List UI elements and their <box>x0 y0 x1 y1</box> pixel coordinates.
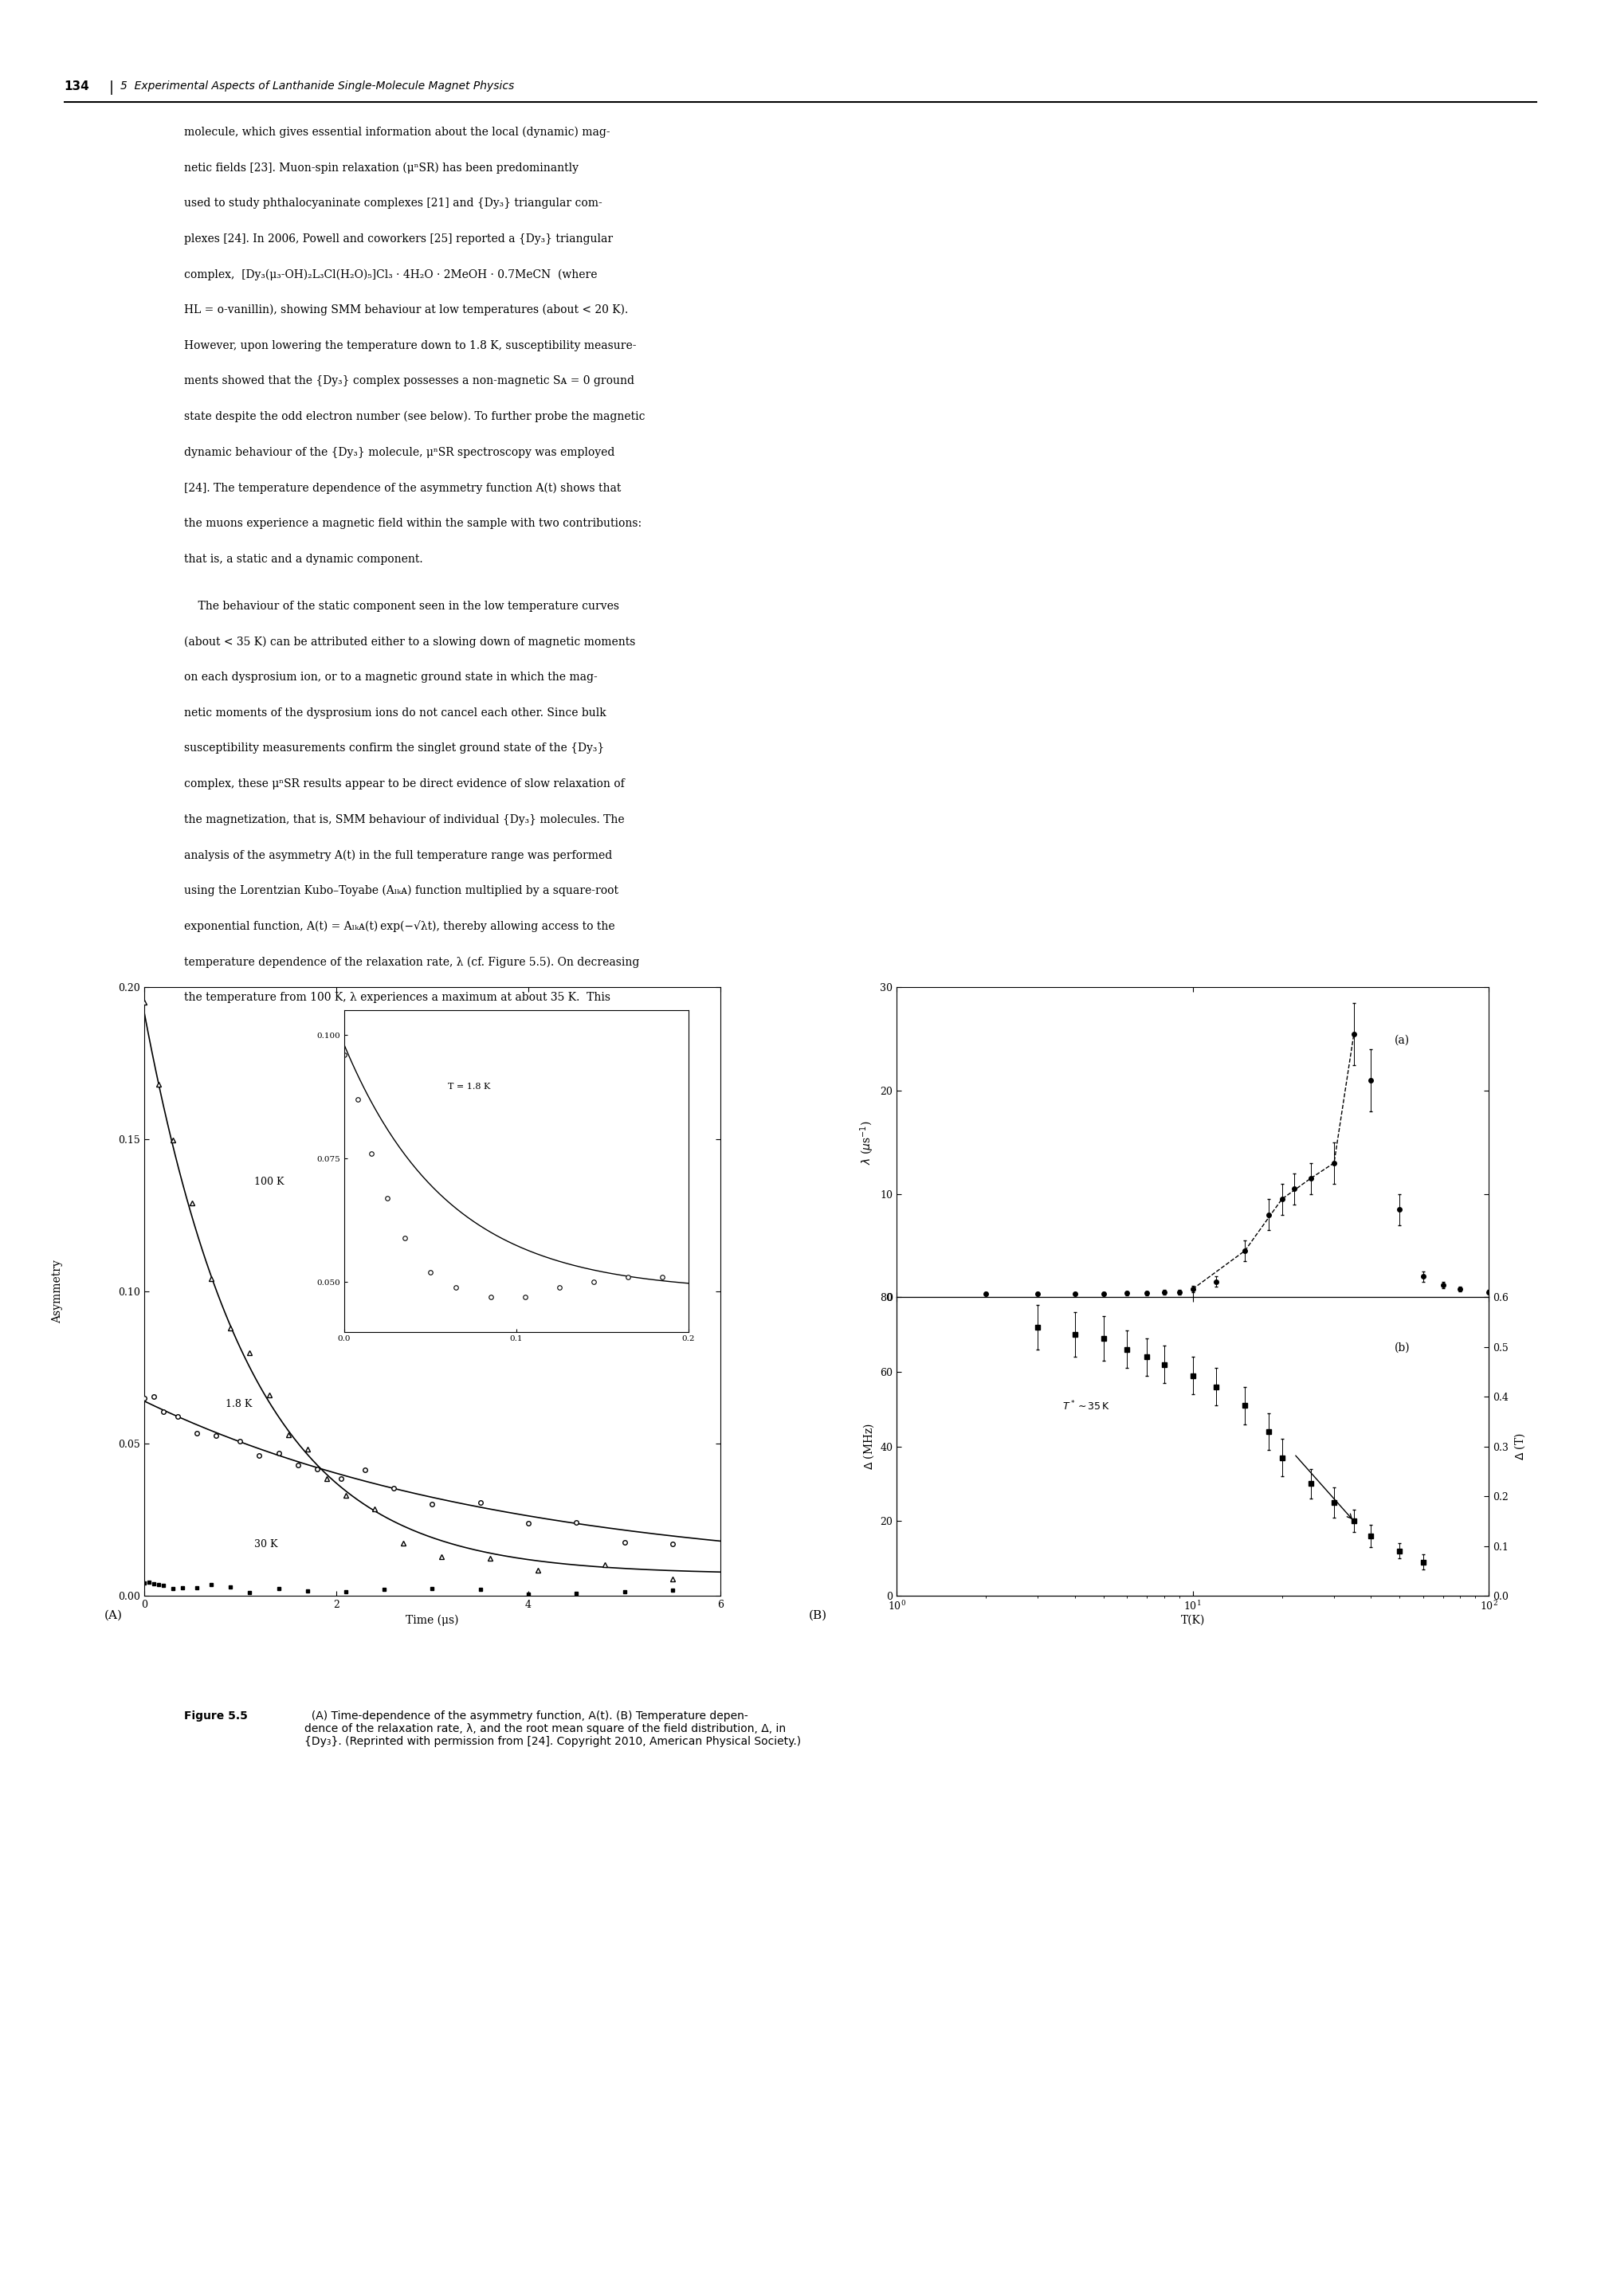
Text: netic fields [23]. Muon-spin relaxation (μⁿSR) has been predominantly: netic fields [23]. Muon-spin relaxation … <box>184 161 578 172</box>
Text: dynamic behaviour of the {Dy₃} molecule, μⁿSR spectroscopy was employed: dynamic behaviour of the {Dy₃} molecule,… <box>184 448 615 457</box>
Text: (B): (B) <box>809 1609 828 1621</box>
Text: the magnetization, that is, SMM behaviour of individual {Dy₃} molecules. The: the magnetization, that is, SMM behaviou… <box>184 815 624 824</box>
Text: (A) Time-dependence of the asymmetry function, A(t). (B) Temperature depen-
denc: (A) Time-dependence of the asymmetry fun… <box>304 1711 800 1747</box>
Text: plexes [24]. In 2006, Powell and coworkers [25] reported a {Dy₃} triangular: plexes [24]. In 2006, Powell and coworke… <box>184 234 613 243</box>
Text: [24]. The temperature dependence of the asymmetry function A(t) shows that: [24]. The temperature dependence of the … <box>184 482 621 494</box>
X-axis label: Time (μs): Time (μs) <box>405 1614 459 1626</box>
Text: complex, these μⁿSR results appear to be direct evidence of slow relaxation of: complex, these μⁿSR results appear to be… <box>184 778 624 790</box>
Text: exponential function, A(t) = Aₗₖᴀ(t) exp(−√λt), thereby allowing access to the: exponential function, A(t) = Aₗₖᴀ(t) exp… <box>184 921 615 932</box>
Y-axis label: $\Delta$ (T): $\Delta$ (T) <box>1513 1433 1527 1460</box>
Text: complex,  [Dy₃(μ₃-OH)₂L₃Cl(H₂O)₅]Cl₃ · 4H₂O · 2MeOH · 0.7MeCN  (where: complex, [Dy₃(μ₃-OH)₂L₃Cl(H₂O)₅]Cl₃ · 4H… <box>184 269 597 280</box>
Text: susceptibility measurements confirm the singlet ground state of the {Dy₃}: susceptibility measurements confirm the … <box>184 744 604 753</box>
Text: that is, a static and a dynamic component.: that is, a static and a dynamic componen… <box>184 553 423 565</box>
Text: 100 K: 100 K <box>255 1178 285 1187</box>
Text: temperature dependence of the relaxation rate, λ (cf. Figure 5.5). On decreasing: temperature dependence of the relaxation… <box>184 957 639 967</box>
Text: the muons experience a magnetic field within the sample with two contributions:: the muons experience a magnetic field wi… <box>184 519 642 528</box>
Text: using the Lorentzian Kubo–Toyabe (Aₗₖᴀ) function multiplied by a square-root: using the Lorentzian Kubo–Toyabe (Aₗₖᴀ) … <box>184 886 618 895</box>
Text: 30 K: 30 K <box>255 1538 279 1550</box>
Y-axis label: $\lambda$ ($\mu$s$^{-1}$): $\lambda$ ($\mu$s$^{-1}$) <box>858 1120 876 1164</box>
Text: $T^*\sim 35\,\mathrm{K}$: $T^*\sim 35\,\mathrm{K}$ <box>1063 1401 1111 1412</box>
Text: However, upon lowering the temperature down to 1.8 K, susceptibility measure-: However, upon lowering the temperature d… <box>184 340 636 351</box>
Text: (a): (a) <box>1394 1033 1409 1045</box>
Y-axis label: $\Delta$ (MHz): $\Delta$ (MHz) <box>861 1424 876 1469</box>
Text: 1.8 K: 1.8 K <box>226 1398 253 1410</box>
Text: analysis of the asymmetry A(t) in the full temperature range was performed: analysis of the asymmetry A(t) in the fu… <box>184 850 612 861</box>
Text: (about < 35 K) can be attributed either to a slowing down of magnetic moments: (about < 35 K) can be attributed either … <box>184 636 636 647</box>
Text: T = 1.8 K: T = 1.8 K <box>447 1084 490 1091</box>
Text: ments showed that the {Dy₃} complex possesses a non-magnetic Sᴀ = 0 ground: ments showed that the {Dy₃} complex poss… <box>184 377 634 386</box>
Text: state despite the odd electron number (see below). To further probe the magnetic: state despite the odd electron number (s… <box>184 411 645 422</box>
Text: (A): (A) <box>104 1609 122 1621</box>
Text: T(K): T(K) <box>1180 1614 1206 1626</box>
Text: molecule, which gives essential information about the local (dynamic) mag-: molecule, which gives essential informat… <box>184 126 610 138</box>
Y-axis label: Asymmetry: Asymmetry <box>53 1261 64 1322</box>
Text: used to study phthalocyaninate complexes [21] and {Dy₃} triangular com-: used to study phthalocyaninate complexes… <box>184 197 602 209</box>
Text: netic moments of the dysprosium ions do not cancel each other. Since bulk: netic moments of the dysprosium ions do … <box>184 707 607 719</box>
Text: on each dysprosium ion, or to a magnetic ground state in which the mag-: on each dysprosium ion, or to a magnetic… <box>184 673 597 682</box>
Text: 5  Experimental Aspects of Lanthanide Single-Molecule Magnet Physics: 5 Experimental Aspects of Lanthanide Sin… <box>120 80 514 92</box>
Text: Figure 5.5: Figure 5.5 <box>184 1711 248 1722</box>
Text: |: | <box>109 80 114 94</box>
Text: the temperature from 100 K, λ experiences a maximum at about 35 K.  This: the temperature from 100 K, λ experience… <box>184 992 610 1003</box>
Text: (b): (b) <box>1394 1343 1410 1352</box>
Text: HL = o-vanillin), showing SMM behaviour at low temperatures (about < 20 K).: HL = o-vanillin), showing SMM behaviour … <box>184 305 628 315</box>
Text: The behaviour of the static component seen in the low temperature curves: The behaviour of the static component se… <box>184 602 620 611</box>
Text: 134: 134 <box>64 80 90 92</box>
